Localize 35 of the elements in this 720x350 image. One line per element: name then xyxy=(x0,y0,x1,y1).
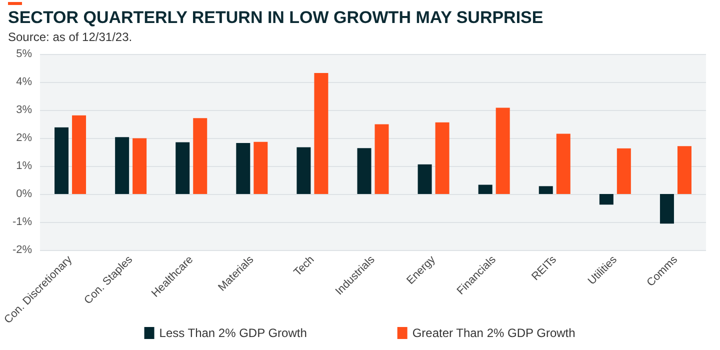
y-tick-label: 2% xyxy=(16,132,32,144)
bar xyxy=(132,138,147,194)
bar xyxy=(374,124,389,194)
bar xyxy=(296,147,311,194)
bar xyxy=(599,194,614,205)
x-tick-label: Tech xyxy=(292,254,317,279)
bar xyxy=(556,134,570,194)
legend-label: Greater Than 2% GDP Growth xyxy=(412,326,576,340)
y-tick-label: -1% xyxy=(12,216,32,228)
bar xyxy=(314,73,328,194)
bar xyxy=(660,194,674,224)
bar xyxy=(478,184,492,194)
chart-subtitle: Source: as of 12/31/23. xyxy=(8,30,132,44)
bar xyxy=(357,148,372,194)
bar xyxy=(115,137,130,194)
chart-title: SECTOR QUARTERLY RETURN IN LOW GROWTH MAY SURPRISE xyxy=(8,8,544,28)
y-tick-label: 3% xyxy=(16,104,32,116)
bar xyxy=(236,143,250,194)
bar xyxy=(418,164,432,194)
bar xyxy=(616,148,631,194)
bar xyxy=(72,115,86,194)
bar xyxy=(193,118,208,194)
bar xyxy=(435,122,450,194)
bar xyxy=(54,127,69,194)
bar xyxy=(176,142,190,194)
y-tick-label: -2% xyxy=(12,244,32,256)
bar xyxy=(677,146,692,194)
y-tick-label: 1% xyxy=(16,160,32,172)
y-tick-label: 0% xyxy=(16,188,32,200)
y-tick-label: 5% xyxy=(16,48,32,60)
legend-label: Less Than 2% GDP Growth xyxy=(159,326,307,340)
bar xyxy=(538,186,553,194)
bar xyxy=(496,108,510,194)
bar xyxy=(254,142,268,194)
y-tick-label: 4% xyxy=(16,76,32,88)
